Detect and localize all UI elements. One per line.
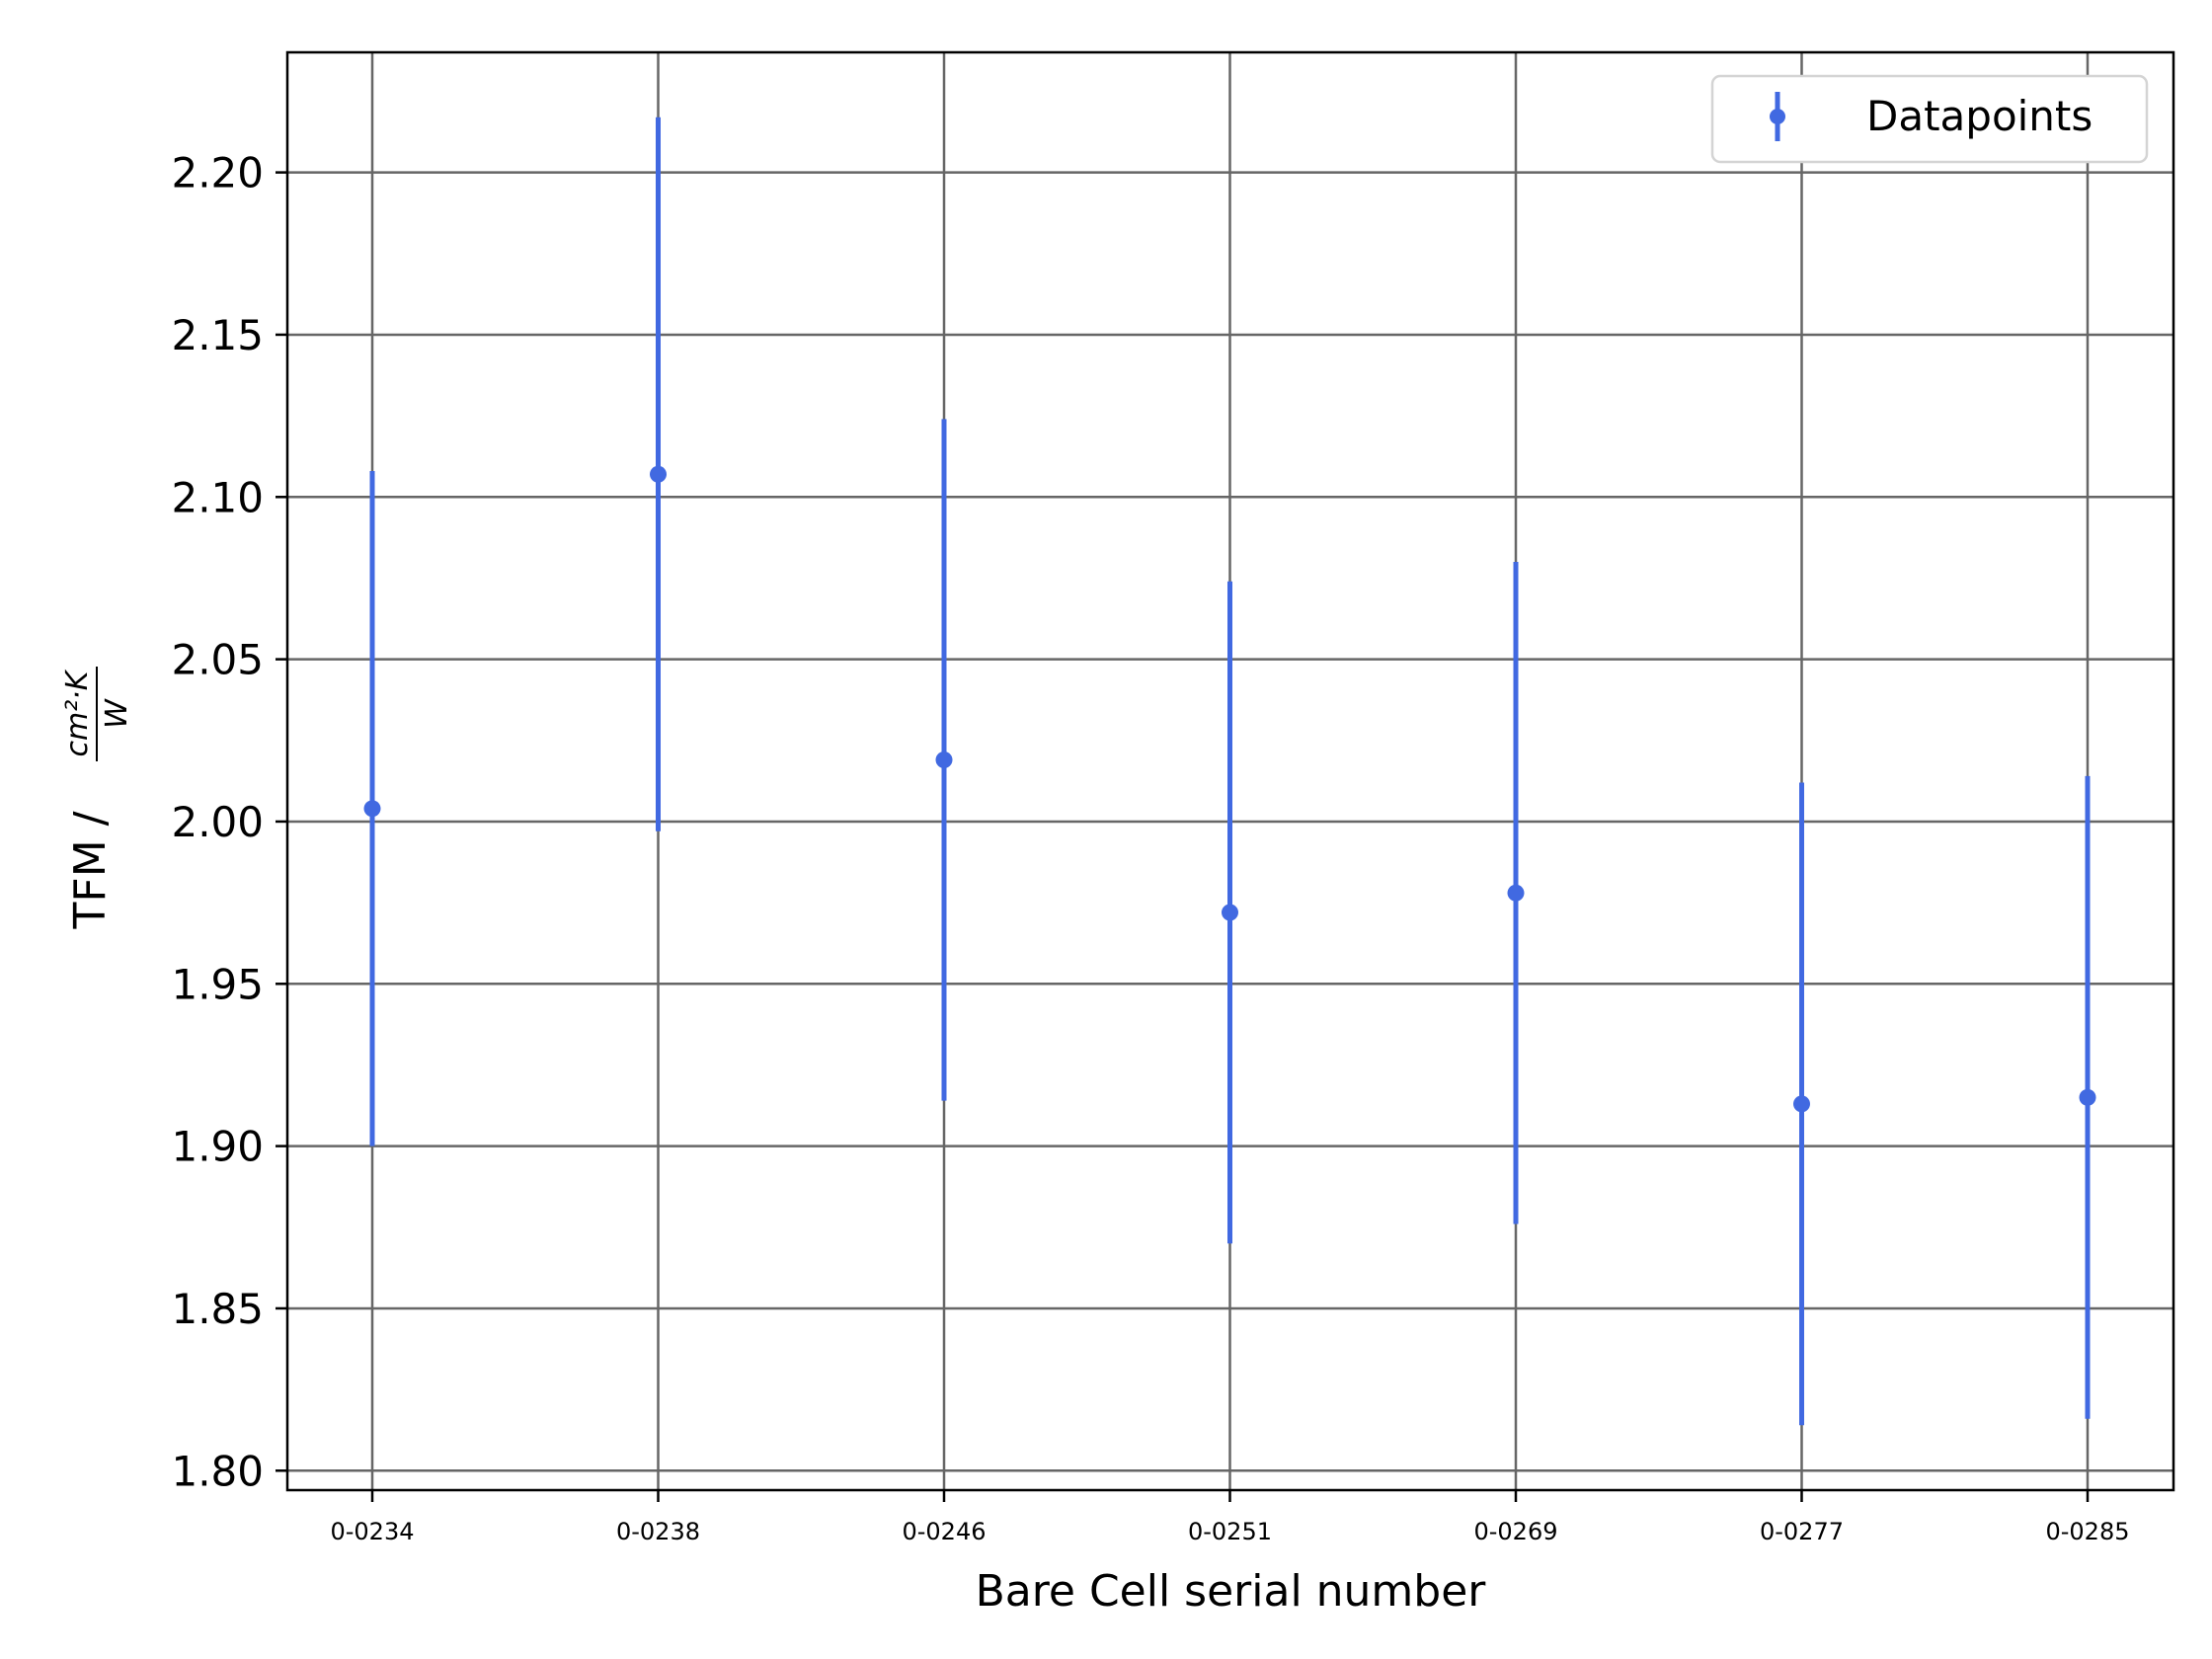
y-axis-label: TFM / cm²·K W [60, 667, 134, 929]
data-point [935, 750, 953, 768]
y-tick-label: 2.20 [171, 149, 264, 198]
y-axis-ticks: 1.80 1.85 1.90 1.95 2.00 2.05 2.10 2.15 2.20 [171, 149, 287, 1495]
y-tick-label: 1.90 [171, 1123, 264, 1171]
x-tick-label: 0-0234 [330, 1518, 414, 1545]
data-point [2079, 1088, 2096, 1106]
y-tick-label: 2.15 [171, 311, 264, 359]
data-series [363, 117, 2096, 1426]
x-tick-label: 0-0269 [1473, 1518, 1557, 1545]
x-tick-label: 0-0246 [902, 1518, 986, 1545]
data-point [1793, 1095, 1810, 1113]
y-tick-label: 1.80 [171, 1447, 264, 1495]
x-axis-ticks: 0-0234 0-0238 0-0246 0-0251 0-0269 0-0277 0-02… [330, 1490, 2130, 1545]
y-axis-label-prefix: TFM / [65, 811, 116, 929]
x-tick-label: 0-0251 [1188, 1518, 1272, 1545]
legend-label: Datapoints [1866, 92, 2093, 140]
y-tick-label: 2.05 [171, 636, 264, 684]
y-tick-label: 2.10 [171, 473, 264, 521]
data-point [1507, 884, 1525, 902]
y-tick-label: 1.95 [171, 960, 264, 1008]
y-axis-label-numerator: cm²·K [60, 669, 95, 756]
y-tick-label: 1.85 [171, 1285, 264, 1333]
y-axis-label-denominator: W [100, 698, 134, 729]
data-point [650, 465, 667, 483]
y-tick-label: 2.00 [171, 798, 264, 846]
legend: Datapoints [1710, 74, 2149, 164]
legend-box [1710, 74, 2149, 164]
data-point [363, 800, 381, 818]
x-tick-label: 0-0238 [616, 1518, 700, 1545]
x-tick-label: 0-0285 [2045, 1518, 2129, 1545]
x-tick-label: 0-0277 [1760, 1518, 1844, 1545]
x-axis-label: Bare Cell serial number [976, 1566, 1487, 1617]
data-point [1222, 904, 1238, 921]
legend-point-marker [1770, 109, 1785, 124]
